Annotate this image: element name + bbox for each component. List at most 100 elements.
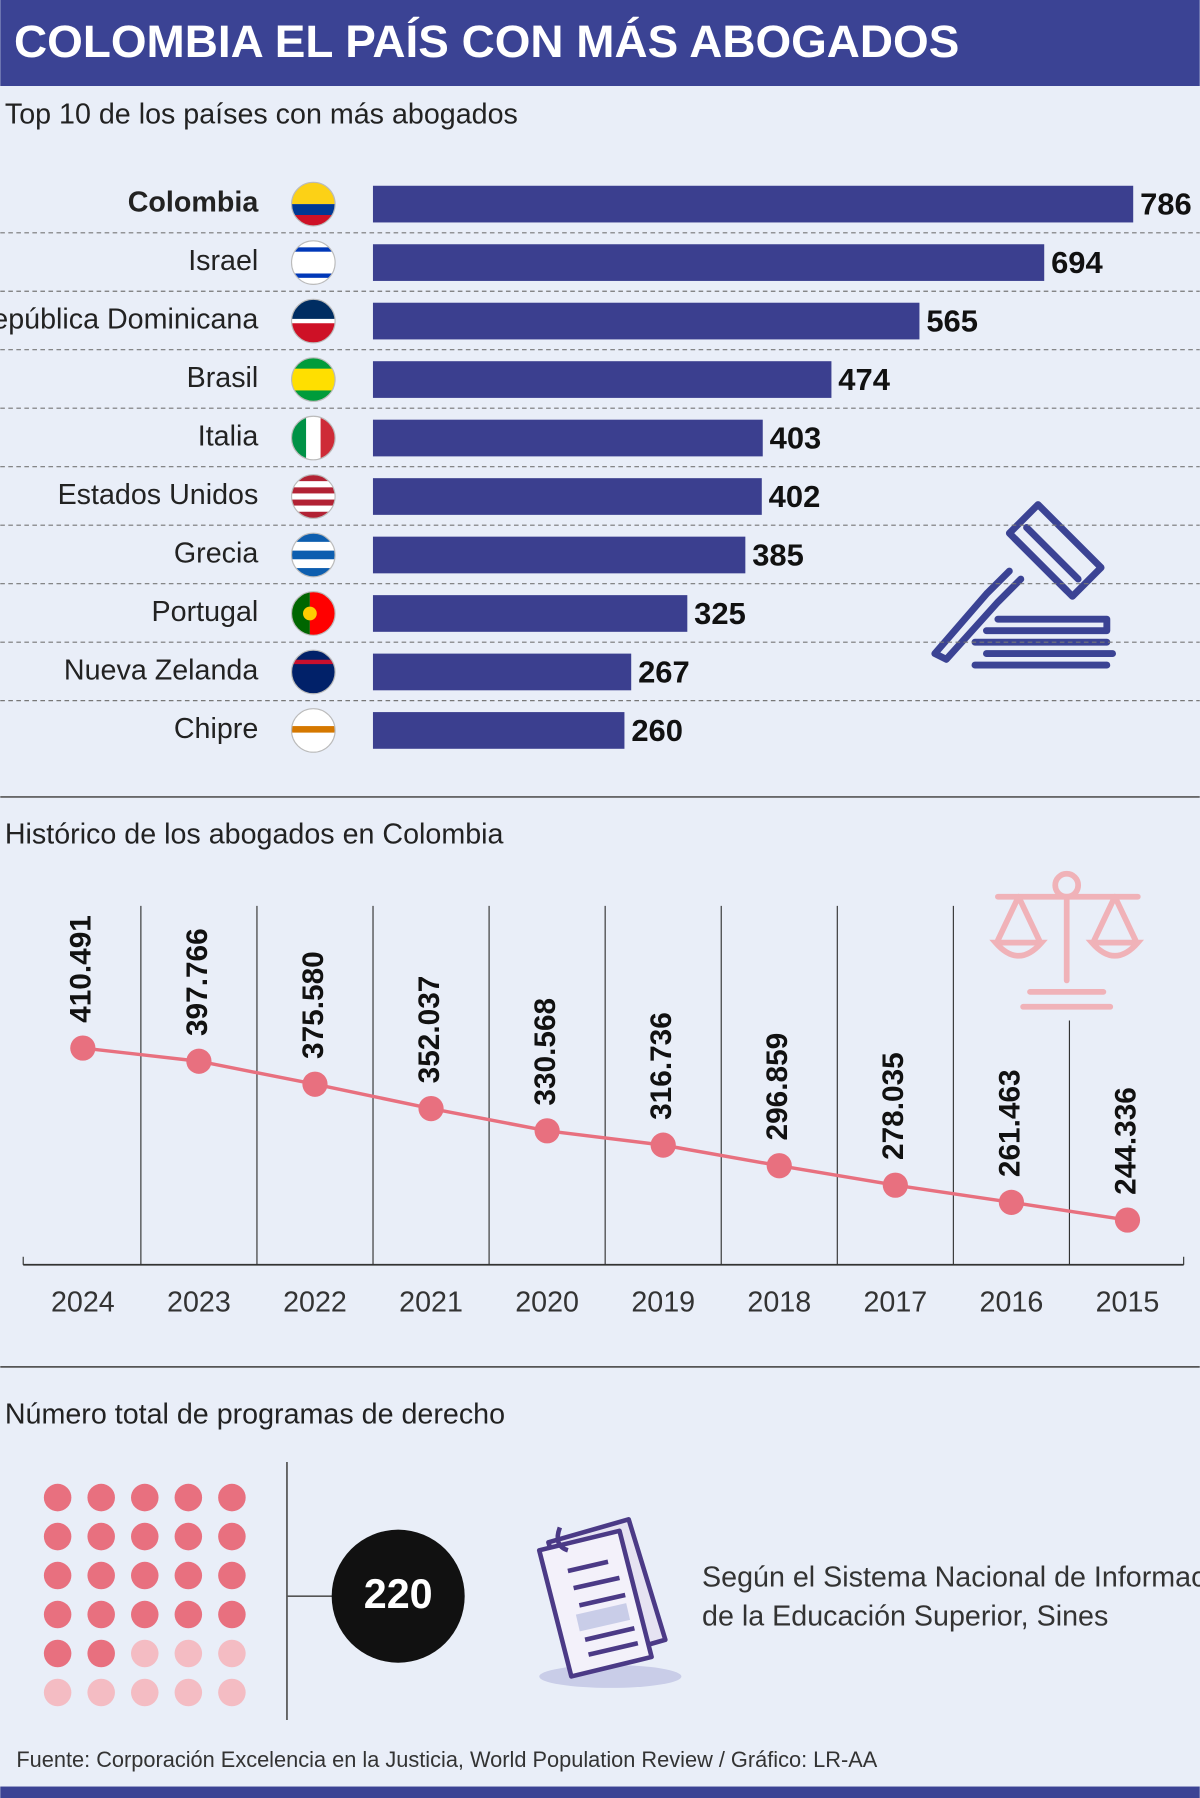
flag-stripe bbox=[291, 215, 336, 226]
dot bbox=[131, 1639, 159, 1668]
dot bbox=[218, 1600, 246, 1629]
value-label: 325 bbox=[694, 596, 746, 631]
x-tick-label: 2015 bbox=[1096, 1286, 1160, 1318]
dot bbox=[43, 1522, 72, 1551]
line-chart-title: Histórico de los abogados en Colombia bbox=[5, 819, 504, 851]
dot bbox=[87, 1522, 115, 1551]
gavel-icon bbox=[931, 501, 1117, 669]
flag-stripe bbox=[291, 321, 336, 343]
value-label: 296.859 bbox=[761, 1033, 794, 1141]
flag-stripe bbox=[306, 416, 322, 460]
header-bar bbox=[0, 0, 1200, 87]
dot bbox=[43, 1678, 72, 1707]
point bbox=[998, 1189, 1025, 1215]
dot bbox=[174, 1639, 203, 1668]
x-tick-label: 2017 bbox=[863, 1286, 927, 1318]
category-label: República Dominicana bbox=[0, 304, 258, 336]
bar bbox=[372, 478, 762, 515]
value-label: 267 bbox=[638, 654, 690, 689]
flag-border bbox=[290, 298, 336, 344]
flag-stripe bbox=[291, 481, 336, 488]
point bbox=[650, 1132, 676, 1158]
value-label: 375.580 bbox=[297, 951, 330, 1059]
x-tick-label: 2016 bbox=[980, 1286, 1044, 1318]
value-label: 410.491 bbox=[65, 915, 98, 1023]
flag bbox=[291, 357, 336, 402]
value-label: 244.336 bbox=[1109, 1087, 1142, 1195]
dot bbox=[174, 1678, 203, 1707]
x-tick-label: 2023 bbox=[167, 1286, 231, 1318]
bar bbox=[372, 244, 1045, 281]
flag-stripe bbox=[291, 247, 336, 252]
flag-border bbox=[290, 591, 336, 636]
category-label: Israel bbox=[188, 245, 258, 277]
dot bbox=[43, 1561, 72, 1590]
flag-stripe bbox=[291, 416, 307, 460]
flag-border bbox=[290, 532, 336, 578]
x-tick-label: 2024 bbox=[51, 1286, 115, 1318]
value-label: 278.035 bbox=[877, 1052, 910, 1160]
document-icon bbox=[536, 1517, 682, 1688]
scales-icon bbox=[989, 870, 1145, 1010]
dot bbox=[43, 1483, 72, 1512]
value-label: 260 bbox=[631, 713, 683, 748]
bar bbox=[372, 595, 688, 632]
flag-border bbox=[290, 474, 336, 519]
bar bbox=[372, 302, 920, 340]
x-tick-label: 2018 bbox=[747, 1286, 811, 1318]
flag bbox=[291, 474, 336, 519]
bar bbox=[372, 185, 1134, 223]
category-label: Estados Unidos bbox=[58, 479, 259, 511]
flag-border bbox=[290, 708, 336, 753]
value-label: 352.037 bbox=[413, 976, 446, 1084]
point bbox=[302, 1071, 328, 1097]
flag-stripe bbox=[291, 505, 336, 512]
point bbox=[1114, 1207, 1141, 1233]
value-label: 261.463 bbox=[993, 1069, 1026, 1177]
dot bbox=[218, 1678, 246, 1707]
flag bbox=[291, 299, 336, 343]
dot bbox=[87, 1483, 115, 1512]
total-circle bbox=[331, 1529, 465, 1663]
category-label: Italia bbox=[198, 421, 259, 453]
flag-border bbox=[290, 415, 336, 461]
point bbox=[882, 1172, 908, 1198]
dot bbox=[87, 1639, 115, 1668]
value-label: 402 bbox=[769, 479, 821, 514]
charts: Colombia 786 Israel 694 República Dominicana… bbox=[0, 181, 1200, 1318]
bar bbox=[372, 536, 746, 574]
category-label: Portugal bbox=[152, 596, 259, 628]
dot bbox=[87, 1678, 115, 1707]
flag-stripe bbox=[291, 499, 336, 506]
dot bbox=[218, 1561, 246, 1590]
point bbox=[70, 1035, 96, 1061]
dot bbox=[174, 1561, 203, 1590]
value-label: 330.568 bbox=[529, 998, 562, 1106]
flag-stripe bbox=[320, 416, 336, 460]
source: Fuente: Corporación Excelencia en la Jus… bbox=[16, 1747, 877, 1772]
bar bbox=[372, 712, 625, 749]
bracket bbox=[286, 1462, 333, 1721]
flag-stripe bbox=[291, 650, 336, 694]
dot bbox=[87, 1600, 115, 1629]
flag-stripe bbox=[291, 568, 336, 577]
flag-stripe bbox=[291, 474, 336, 482]
bar-chart-title: Top 10 de los países con más abogados bbox=[5, 98, 518, 130]
flag-stripe bbox=[291, 659, 336, 665]
dot bbox=[87, 1561, 115, 1590]
flag-stripe bbox=[291, 550, 336, 560]
flag bbox=[291, 650, 336, 694]
flag-stripe bbox=[291, 299, 336, 322]
point bbox=[418, 1095, 444, 1122]
value-label: 397.766 bbox=[181, 928, 214, 1036]
flag bbox=[291, 708, 336, 753]
flag-border bbox=[290, 649, 336, 695]
flag-stripe bbox=[291, 318, 336, 324]
point bbox=[766, 1153, 792, 1179]
dot bbox=[131, 1561, 159, 1590]
value-label: 385 bbox=[752, 537, 804, 572]
x-tick-label: 2019 bbox=[631, 1286, 695, 1318]
x-tick-label: 2020 bbox=[515, 1286, 579, 1318]
x-tick-label: 2021 bbox=[399, 1286, 463, 1318]
dot bbox=[131, 1600, 159, 1629]
